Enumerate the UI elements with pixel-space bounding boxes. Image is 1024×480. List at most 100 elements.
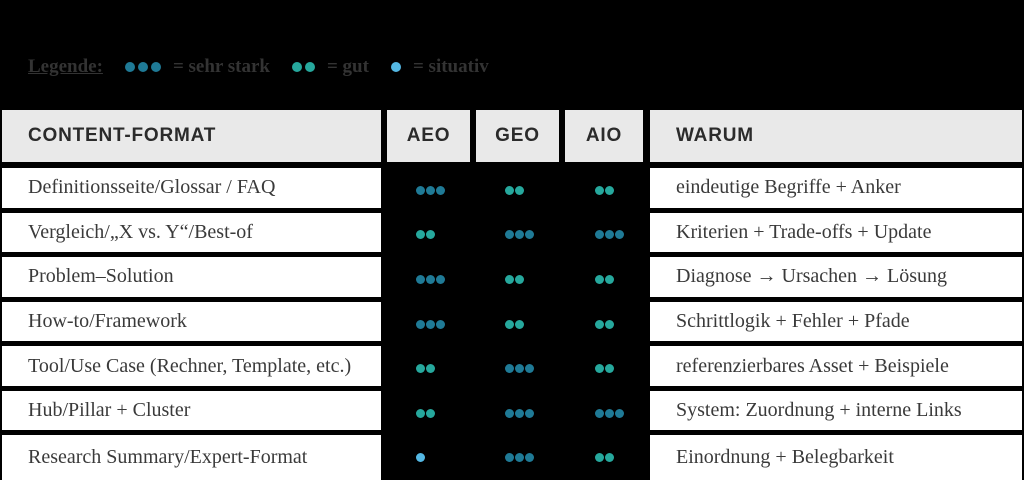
format-cell: Tool/Use Case (Rechner, Template, etc.) bbox=[2, 346, 387, 391]
aeo-rating-cell bbox=[387, 302, 476, 347]
legend-item-situativ: = situativ bbox=[390, 56, 489, 78]
rating-dot bbox=[138, 62, 149, 72]
warum-label: Diagnose → Ursachen → Lösung bbox=[676, 265, 948, 288]
aio-rating-cell bbox=[565, 213, 650, 258]
warum-label: Einordnung + Belegbarkeit bbox=[676, 446, 894, 469]
aeo-rating-cell bbox=[387, 257, 476, 302]
geo-rating-cell bbox=[476, 435, 565, 480]
rating-dots bbox=[504, 274, 524, 284]
rating-dot bbox=[514, 453, 524, 463]
table-row: Tool/Use Case (Rechner, Template, etc.) … bbox=[2, 346, 1022, 391]
rating-dot bbox=[504, 274, 514, 284]
rating-dots bbox=[504, 230, 534, 240]
rating-dot bbox=[435, 274, 445, 284]
rating-dot bbox=[504, 453, 514, 463]
rating-dot bbox=[604, 185, 614, 195]
warum-cell: Diagnose → Ursachen → Lösung bbox=[650, 257, 1022, 302]
geo-rating-cell bbox=[476, 302, 565, 347]
rating-dots bbox=[415, 364, 435, 374]
warum-cell: referenzierbares Asset + Beispiele bbox=[650, 346, 1022, 391]
rating-dot bbox=[504, 230, 514, 240]
rating-dot bbox=[504, 319, 514, 329]
table-row: Research Summary/Expert-Format Einordnun… bbox=[2, 435, 1022, 480]
legend-item-label: = sehr stark bbox=[172, 56, 270, 77]
rating-dot bbox=[435, 185, 445, 195]
legend-item-sehr-stark: = sehr stark bbox=[124, 56, 270, 78]
content-format-table: CONTENT-FORMAT AEO GEO AIO WARUM Definit… bbox=[0, 110, 1024, 480]
rating-dots bbox=[594, 453, 614, 463]
rating-dots bbox=[594, 230, 624, 240]
rating-dot bbox=[415, 274, 425, 284]
table-header-row: CONTENT-FORMAT AEO GEO AIO WARUM bbox=[2, 110, 1022, 162]
warum-label: Schrittlogik + Fehler + Pfade bbox=[676, 310, 910, 333]
rating-dot bbox=[514, 408, 524, 418]
warum-label: Kriterien + Trade-offs + Update bbox=[676, 220, 932, 243]
rating-dot bbox=[514, 319, 524, 329]
warum-cell: Einordnung + Belegbarkeit bbox=[650, 435, 1022, 480]
table-body: Definitionsseite/Glossar / FAQ eindeutig… bbox=[2, 168, 1022, 480]
rating-dots bbox=[415, 453, 425, 463]
rating-dot bbox=[594, 364, 604, 374]
format-label: How-to/Framework bbox=[28, 310, 187, 333]
rating-dots bbox=[124, 62, 163, 72]
aeo-rating-cell bbox=[387, 346, 476, 391]
geo-rating-cell bbox=[476, 168, 565, 213]
rating-dot bbox=[425, 274, 435, 284]
format-cell: Research Summary/Expert-Format bbox=[2, 435, 387, 480]
header-aio: AIO bbox=[565, 110, 650, 162]
rating-dot bbox=[391, 62, 402, 72]
legend-item-gut: = gut bbox=[291, 56, 369, 78]
rating-dot bbox=[604, 364, 614, 374]
warum-cell: eindeutige Begriffe + Anker bbox=[650, 168, 1022, 213]
rating-dots bbox=[594, 364, 614, 374]
legend: Legende: = sehr stark = gut = situativ bbox=[0, 0, 1024, 110]
rating-dot bbox=[604, 230, 614, 240]
rating-dots bbox=[504, 453, 534, 463]
rating-dot bbox=[614, 230, 624, 240]
table-row: How-to/Framework Schrittlogik + Fehler +… bbox=[2, 301, 1022, 347]
rating-dot bbox=[292, 62, 303, 72]
rating-dot bbox=[425, 408, 435, 418]
rating-dots bbox=[415, 274, 445, 284]
warum-cell: Kriterien + Trade-offs + Update bbox=[650, 212, 1022, 258]
geo-rating-cell bbox=[476, 257, 565, 302]
warum-cell: System: Zuordnung + interne Links bbox=[650, 390, 1022, 436]
warum-label: eindeutige Begriffe + Anker bbox=[676, 176, 901, 199]
geo-rating-cell bbox=[476, 346, 565, 391]
geo-rating-cell bbox=[476, 391, 565, 436]
header-aeo: AEO bbox=[387, 110, 476, 162]
rating-dot bbox=[425, 185, 435, 195]
rating-dot bbox=[425, 230, 435, 240]
legend-item-label: = gut bbox=[326, 56, 369, 77]
warum-cell: Schrittlogik + Fehler + Pfade bbox=[650, 301, 1022, 347]
rating-dots bbox=[504, 364, 534, 374]
format-label: Tool/Use Case (Rechner, Template, etc.) bbox=[28, 354, 352, 377]
aeo-rating-cell bbox=[387, 391, 476, 436]
format-cell: Definitionsseite/Glossar / FAQ bbox=[2, 168, 387, 213]
aio-rating-cell bbox=[565, 168, 650, 213]
geo-rating-cell bbox=[476, 213, 565, 258]
rating-dot bbox=[524, 408, 534, 418]
rating-dot bbox=[524, 230, 534, 240]
rating-dot bbox=[435, 319, 445, 329]
rating-dot bbox=[125, 62, 136, 72]
rating-dot bbox=[415, 230, 425, 240]
rating-dots bbox=[390, 62, 403, 72]
rating-dot bbox=[604, 453, 614, 463]
aeo-rating-cell bbox=[387, 168, 476, 213]
rating-dot bbox=[504, 408, 514, 418]
rating-dot bbox=[504, 185, 514, 195]
rating-dot bbox=[524, 453, 534, 463]
format-cell: How-to/Framework bbox=[2, 301, 387, 347]
rating-dot bbox=[425, 319, 435, 329]
table-row: Vergleich/„X vs. Y“/Best-of Kriterien + … bbox=[2, 212, 1022, 258]
table-row: Hub/Pillar + Cluster System: Zuordnung +… bbox=[2, 390, 1022, 436]
aio-rating-cell bbox=[565, 391, 650, 436]
format-cell: Problem–Solution bbox=[2, 257, 387, 302]
legend-item-label: = situativ bbox=[412, 56, 489, 77]
rating-dot bbox=[594, 274, 604, 284]
table-row: Definitionsseite/Glossar / FAQ eindeutig… bbox=[2, 168, 1022, 213]
rating-dot bbox=[604, 319, 614, 329]
rating-dot bbox=[504, 364, 514, 374]
